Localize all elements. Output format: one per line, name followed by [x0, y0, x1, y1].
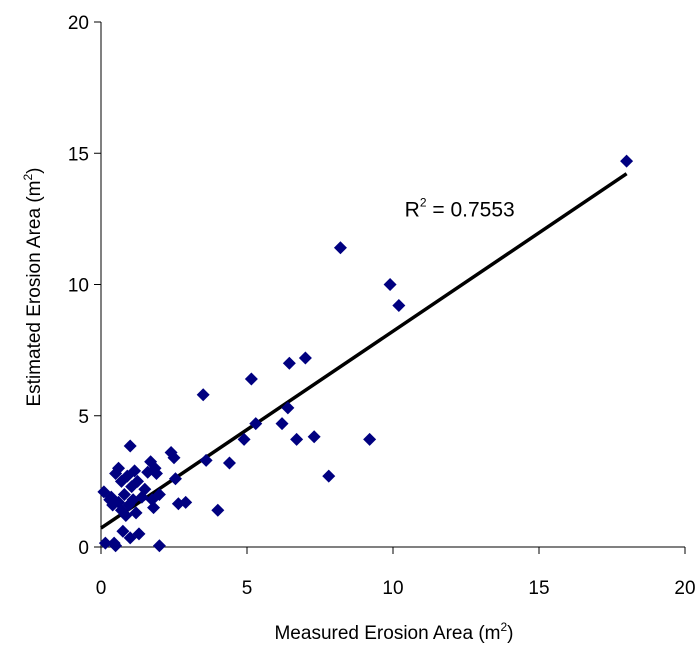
data-point	[152, 539, 166, 553]
data-point	[129, 506, 143, 520]
data-point	[249, 417, 263, 431]
y-tick-label: 5	[78, 407, 89, 428]
data-point	[138, 482, 152, 496]
x-tick-label: 0	[96, 578, 107, 599]
data-point	[167, 451, 181, 465]
data-point	[179, 495, 193, 509]
x-axis-label: Measured Erosion Area (m2)	[274, 620, 513, 644]
data-point	[307, 430, 321, 444]
y-tick-label: 15	[68, 144, 89, 165]
data-point	[116, 524, 130, 538]
y-axis-label: Estimated Erosion Area (m2)	[21, 168, 45, 407]
data-point	[620, 154, 634, 168]
data-point	[211, 503, 225, 517]
data-point	[128, 464, 142, 478]
x-tick-label: 15	[528, 578, 549, 599]
trendline	[100, 172, 628, 530]
data-point	[392, 299, 406, 312]
data-point	[196, 388, 210, 402]
data-point	[322, 469, 336, 483]
data-point	[275, 417, 289, 431]
data-point	[152, 488, 166, 501]
plot-area: 0 5 10 15 20 0 5 10 15 20	[68, 13, 696, 599]
data-point	[244, 372, 258, 386]
data-point	[222, 456, 236, 470]
data-point	[282, 356, 296, 370]
data-point	[119, 509, 133, 522]
y-tick-label: 10	[68, 276, 89, 297]
data-point	[109, 539, 123, 553]
data-point	[149, 467, 163, 480]
data-point	[363, 432, 377, 446]
data-point	[132, 527, 146, 541]
data-point	[237, 432, 251, 446]
r-squared-annotation: R2 = 0.7553	[405, 195, 515, 221]
x-tick-label: 20	[674, 578, 695, 599]
data-point	[131, 474, 144, 488]
data-point	[98, 536, 112, 550]
data-point	[333, 241, 347, 255]
data-point	[112, 461, 126, 475]
y-tick-label: 0	[78, 538, 89, 559]
x-tick-label: 5	[242, 578, 253, 599]
y-tick-label: 20	[68, 13, 89, 34]
data-point	[281, 401, 295, 415]
data-point	[117, 488, 131, 501]
data-point	[383, 278, 397, 291]
data-point	[290, 432, 304, 446]
data-point	[147, 501, 161, 515]
data-point	[199, 453, 213, 467]
data-point	[298, 351, 312, 365]
data-point	[123, 439, 137, 453]
x-tick-label: 10	[382, 578, 403, 599]
data-point	[168, 472, 182, 486]
